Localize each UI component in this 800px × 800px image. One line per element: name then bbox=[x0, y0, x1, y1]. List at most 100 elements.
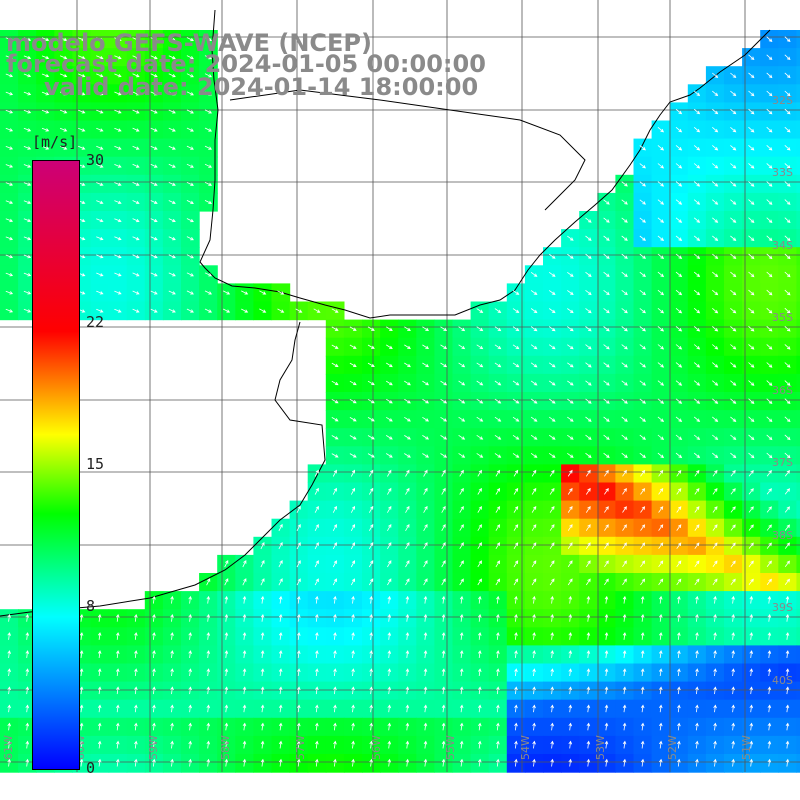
wind-arrow bbox=[477, 668, 482, 677]
wind-cell bbox=[416, 573, 435, 592]
wind-arrow bbox=[114, 308, 122, 313]
wind-arrow bbox=[531, 487, 537, 495]
wind-arrow bbox=[767, 668, 772, 677]
wind-arrow bbox=[693, 235, 701, 241]
wind-cell bbox=[325, 464, 345, 484]
wind-arrow bbox=[530, 308, 538, 314]
wind-arrow bbox=[712, 524, 718, 531]
wind-arrow bbox=[585, 253, 592, 259]
wind-cell bbox=[470, 573, 490, 592]
valid-date: valid date: 2024-01-14 18:00:00 bbox=[44, 73, 479, 101]
wind-arrow bbox=[405, 505, 410, 513]
wind-arrow bbox=[405, 668, 410, 677]
wind-arrow bbox=[351, 668, 355, 677]
wind-arrow bbox=[204, 145, 213, 150]
wind-arrow bbox=[168, 163, 176, 168]
wind-arrow bbox=[476, 362, 484, 368]
wind-arrow bbox=[224, 650, 229, 658]
wind-arrow bbox=[512, 308, 520, 313]
wind-arrow bbox=[585, 235, 592, 241]
wind-arrow bbox=[767, 650, 772, 658]
wind-arrow bbox=[96, 73, 104, 78]
wind-arrow bbox=[567, 542, 573, 550]
wind-cell bbox=[470, 482, 490, 502]
wind-arrow bbox=[168, 145, 176, 150]
wind-arrow bbox=[730, 163, 737, 169]
wind-arrow bbox=[350, 505, 355, 513]
wind-cell bbox=[543, 554, 562, 574]
wind-arrow bbox=[730, 578, 736, 586]
wind-arrow bbox=[693, 181, 701, 187]
latitude-label: 38S bbox=[772, 529, 793, 542]
wind-arrow bbox=[387, 613, 392, 622]
wind-arrow bbox=[79, 613, 84, 622]
wind-arrow bbox=[749, 595, 754, 604]
wind-arrow bbox=[675, 289, 683, 296]
longitude-label: 61W bbox=[2, 735, 15, 760]
wind-arrow bbox=[676, 524, 682, 531]
wind-arrow bbox=[331, 326, 339, 331]
wind-arrow bbox=[405, 578, 410, 586]
wind-arrow bbox=[459, 505, 464, 513]
wind-arrow bbox=[115, 740, 120, 749]
wind-arrow bbox=[532, 686, 536, 695]
wind-arrow bbox=[730, 506, 736, 513]
wind-arrow bbox=[96, 218, 104, 223]
wind-arrow bbox=[423, 686, 428, 695]
wind-arrow bbox=[766, 181, 773, 187]
wind-arrow bbox=[604, 578, 609, 586]
wind-arrow bbox=[766, 488, 772, 495]
wind-arrow bbox=[441, 650, 446, 658]
wind-arrow bbox=[766, 289, 773, 296]
wind-cell bbox=[796, 301, 800, 321]
wind-arrow bbox=[784, 108, 791, 115]
wind-cell bbox=[796, 247, 800, 266]
latitude-label: 37S bbox=[772, 456, 793, 469]
wind-arrow bbox=[693, 362, 701, 368]
wind-arrow bbox=[132, 308, 140, 313]
wind-arrow bbox=[440, 362, 448, 368]
wind-arrow bbox=[748, 488, 754, 495]
wind-arrow bbox=[604, 542, 609, 549]
wind-arrow bbox=[168, 37, 176, 42]
wind-cell bbox=[796, 591, 800, 610]
wind-arrow bbox=[513, 542, 519, 550]
wind-arrow bbox=[766, 54, 773, 61]
wind-cell bbox=[597, 554, 616, 574]
wind-arrow bbox=[96, 236, 104, 241]
wind-arrow bbox=[423, 632, 428, 640]
wind-arrow bbox=[784, 217, 791, 223]
wind-cell bbox=[796, 627, 800, 646]
wind-arrow bbox=[622, 740, 627, 749]
wind-arrow bbox=[186, 109, 194, 114]
wind-cell bbox=[778, 518, 797, 538]
wind-arrow bbox=[422, 380, 429, 386]
wind-arrow bbox=[186, 236, 194, 241]
wind-arrow bbox=[530, 271, 538, 277]
wind-arrow bbox=[748, 524, 754, 531]
wind-arrow bbox=[785, 595, 790, 604]
wind-arrow bbox=[657, 235, 665, 241]
wind-arrow bbox=[766, 163, 773, 169]
wind-cell bbox=[543, 500, 562, 520]
wind-arrow bbox=[79, 632, 84, 640]
wind-cell bbox=[796, 138, 800, 158]
wind-arrow bbox=[712, 163, 719, 169]
wind-arrow bbox=[712, 542, 718, 549]
wind-arrow bbox=[550, 740, 554, 749]
wind-cell bbox=[778, 482, 797, 502]
wind-arrow bbox=[97, 722, 102, 731]
wind-arrow bbox=[586, 668, 591, 677]
wind-arrow bbox=[368, 505, 374, 513]
wind-arrow bbox=[568, 722, 573, 731]
wind-arrow bbox=[476, 344, 484, 350]
wind-arrow bbox=[712, 452, 719, 459]
wind-cell bbox=[524, 554, 544, 574]
wind-arrow bbox=[748, 145, 755, 151]
wind-cell bbox=[325, 500, 345, 520]
wind-arrow bbox=[206, 578, 211, 586]
wind-arrow bbox=[712, 362, 719, 368]
wind-arrow bbox=[5, 146, 14, 150]
wind-arrow bbox=[767, 722, 772, 731]
wind-arrow bbox=[134, 668, 138, 677]
